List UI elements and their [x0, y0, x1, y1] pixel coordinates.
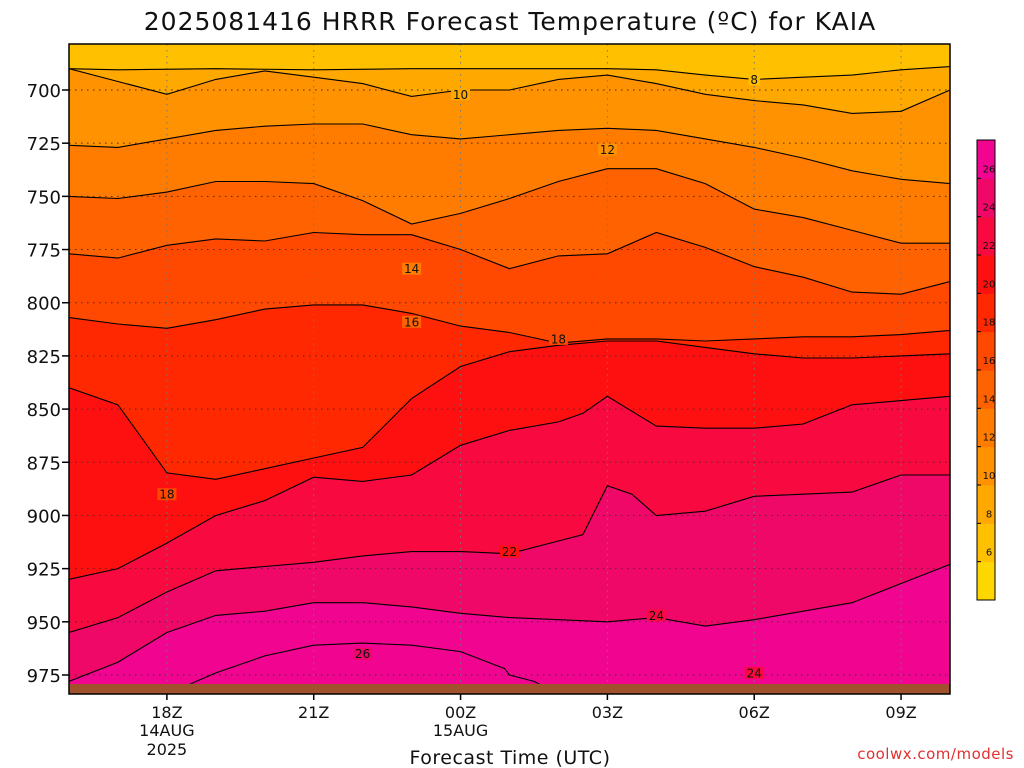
colorbar-band-20 — [977, 255, 995, 294]
colorbar-band-4 — [977, 561, 995, 601]
colorbar-label-12: 12 — [983, 433, 996, 444]
colorbar-band-24 — [977, 178, 995, 218]
contour-label-bg — [744, 666, 764, 679]
contour-label-18: 18 — [551, 332, 566, 346]
isotherm-16 — [69, 231, 950, 295]
colorbar-label-22: 22 — [983, 241, 996, 252]
x-tick-year: 2025 — [147, 740, 188, 759]
contour-label-18: 18 — [159, 488, 174, 502]
x-tick-label-18Z: 18Z — [151, 703, 182, 722]
temperature-fill — [69, 44, 950, 694]
y-tick-label-850: 850 — [27, 400, 61, 421]
colorbar-band-12 — [977, 408, 995, 448]
colorbar-label-8: 8 — [986, 509, 992, 520]
contour-label-8: 8 — [750, 73, 758, 87]
contour-label-22: 22 — [502, 545, 517, 559]
y-tick-label-975: 975 — [27, 666, 61, 687]
x-tick-date-14AUG: 14AUG — [139, 721, 194, 740]
contour-label-24: 24 — [747, 666, 762, 680]
contour-label-10: 10 — [453, 88, 468, 102]
contour-label-26: 26 — [355, 647, 370, 661]
isotherm-22 — [69, 395, 950, 580]
contour-label-bg — [451, 88, 471, 101]
contour-label-bg — [500, 545, 519, 558]
y-tick-label-825: 825 — [27, 347, 61, 368]
x-tick-label-03Z: 03Z — [592, 703, 623, 722]
colorbar-band-14 — [977, 370, 995, 409]
colorbar: 6 8 10 12 14 16 18 20 22 24 26 — [976, 139, 996, 601]
y-tick-label-750: 750 — [27, 187, 61, 208]
isotherm-26 — [69, 563, 950, 682]
contour-label-bg — [402, 315, 422, 328]
colorbar-band-16 — [977, 331, 995, 371]
isotherm-14 — [69, 168, 950, 244]
x-tick-label-09Z: 09Z — [885, 703, 916, 722]
isotherm-28 — [166, 642, 559, 694]
colorbar-label-6: 6 — [986, 548, 992, 559]
colorbar-band-10 — [977, 446, 995, 486]
colorbar-band-6 — [977, 523, 995, 563]
ground — [69, 684, 950, 694]
colorbar-label-20: 20 — [983, 279, 996, 290]
isotherm-lines — [69, 66, 950, 694]
x-axis-label: Forecast Time (UTC) — [410, 747, 611, 768]
isotherm-10 — [69, 68, 950, 114]
colorbar-band-8 — [977, 485, 995, 524]
colorbar-label-10: 10 — [983, 471, 996, 482]
colorbar-label-26: 26 — [983, 164, 996, 175]
x-tick-label-06Z: 06Z — [739, 703, 770, 722]
contour-label-bg — [597, 143, 617, 156]
y-tick-label-725: 725 — [27, 134, 61, 155]
colorbar-band-18 — [977, 293, 995, 333]
isotherm-8 — [69, 66, 950, 80]
y-tick-label-925: 925 — [27, 560, 61, 581]
y-tick-label-800: 800 — [27, 294, 61, 315]
contour-label-bg — [548, 332, 568, 345]
colorbar-label-16: 16 — [983, 356, 996, 367]
y-tick-label-950: 950 — [27, 613, 61, 634]
x-tick-label-00Z: 00Z — [445, 703, 476, 722]
colorbar-band-26 — [977, 140, 995, 179]
isotherm-20 — [69, 340, 950, 480]
y-axis: 700 725 750 775 800 825 850 875 900 925 950 975 — [27, 81, 69, 687]
contour-label-bg — [157, 488, 177, 501]
y-tick-label-900: 900 — [27, 506, 61, 527]
plot-frame — [68, 43, 951, 695]
colorbar-label-14: 14 — [983, 394, 996, 405]
colorbar-label-18: 18 — [983, 318, 996, 329]
chart-title: 2025081416 HRRR Forecast Temperature (ºC… — [144, 7, 876, 36]
isotherm-18 — [69, 304, 950, 344]
contour-labels: 8 10 12 14 16 18 18 22 24 26 24 — [157, 73, 764, 680]
y-tick-label-875: 875 — [27, 453, 61, 474]
x-tick-date-15AUG: 15AUG — [433, 721, 488, 740]
y-tick-label-775: 775 — [27, 241, 61, 262]
contour-label-bg — [353, 647, 373, 660]
contour-label-bg — [402, 262, 422, 275]
contour-label-bg — [748, 73, 760, 86]
contour-label-14: 14 — [404, 262, 419, 276]
contour-label-12: 12 — [600, 143, 615, 157]
isotherm-24 — [69, 474, 950, 634]
contour-label-16: 16 — [404, 315, 419, 329]
y-tick-label-700: 700 — [27, 81, 61, 102]
isotherm-12 — [69, 123, 950, 185]
x-tick-label-21Z: 21Z — [298, 703, 329, 722]
colorbar-band-22 — [977, 216, 995, 256]
colorbar-label-24: 24 — [983, 203, 996, 214]
contour-label-24: 24 — [649, 609, 664, 623]
contour-label-bg — [646, 609, 666, 622]
credit-link[interactable]: coolwx.com/models — [857, 745, 1014, 763]
